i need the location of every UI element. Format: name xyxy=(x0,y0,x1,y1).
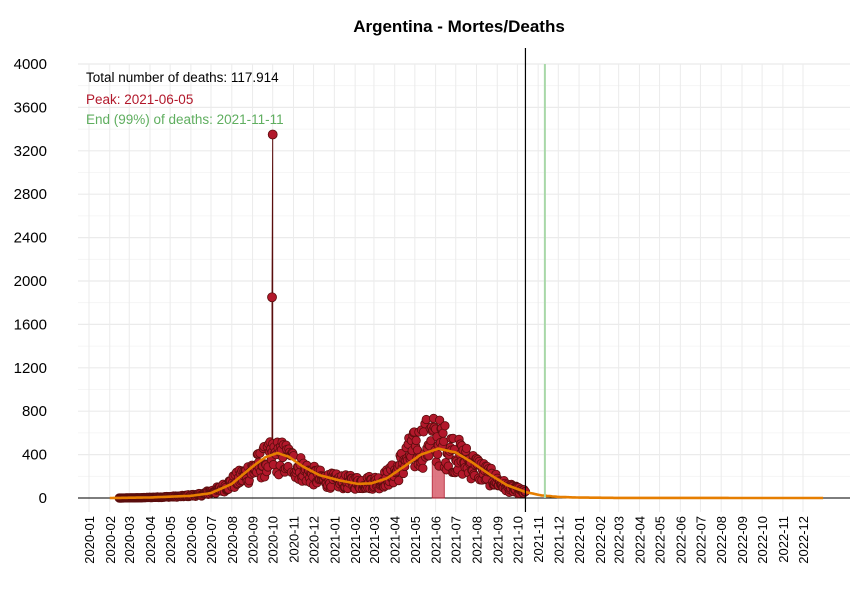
x-tick-label: 2020-03 xyxy=(122,516,137,564)
x-tick-label: 2021-09 xyxy=(490,516,505,564)
total-deaths-annotation: Total number of deaths: 117.914 xyxy=(86,70,279,85)
x-tick-label: 2020-05 xyxy=(163,516,178,564)
x-tick-label: 2021-01 xyxy=(327,516,342,564)
y-tick-label: 2800 xyxy=(14,186,47,203)
y-tick-label: 2000 xyxy=(14,273,47,290)
spike-point xyxy=(267,292,277,303)
x-tick-label: 2021-03 xyxy=(367,516,382,564)
y-tick-label: 800 xyxy=(22,403,47,420)
x-tick-label: 2021-10 xyxy=(510,516,525,564)
data-point xyxy=(418,463,428,473)
fit-curve xyxy=(109,447,824,500)
x-tick-label: 2022-02 xyxy=(593,516,608,564)
data-points xyxy=(114,129,531,503)
y-tick-label: 1600 xyxy=(14,316,47,333)
x-tick-label: 2022-12 xyxy=(796,516,811,564)
x-tick-label: 2020-12 xyxy=(307,516,322,564)
x-tick-label: 2020-09 xyxy=(246,516,261,564)
y-tick-label: 1200 xyxy=(14,360,47,377)
x-tick-label: 2021-04 xyxy=(388,516,403,564)
x-tick-label: 2021-07 xyxy=(449,516,464,564)
spike-point xyxy=(267,129,278,140)
x-axis-ticks: 2020-01 2020-02 2020-03 2020-04 2020-05 2020-… xyxy=(82,516,811,564)
y-tick-label: 3600 xyxy=(14,99,47,116)
x-tick-label: 2022-01 xyxy=(572,516,587,564)
data-point xyxy=(440,421,450,431)
x-tick-label: 2022-04 xyxy=(632,516,647,564)
x-tick-label: 2022-11 xyxy=(776,516,791,563)
x-tick-label: 2022-07 xyxy=(693,516,708,564)
y-tick-label: 400 xyxy=(22,447,47,464)
x-tick-label: 2022-09 xyxy=(735,516,750,564)
y-tick-label: 2400 xyxy=(14,230,47,247)
chart-title: Argentina - Mortes/Deaths xyxy=(353,17,565,36)
data-point xyxy=(461,443,472,453)
x-tick-label: 2021-11 xyxy=(531,516,546,563)
x-tick-label: 2021-08 xyxy=(470,516,485,564)
data-point xyxy=(394,475,404,486)
y-tick-label: 3200 xyxy=(14,143,47,160)
x-tick-label: 2021-12 xyxy=(551,516,566,564)
end-annotation: End (99%) of deaths: 2021-11-11 xyxy=(86,112,284,127)
x-tick-label: 2020-10 xyxy=(266,516,281,564)
x-tick-label: 2020-02 xyxy=(103,516,118,564)
peak-annotation: Peak: 2021-06-05 xyxy=(86,92,193,107)
y-tick-label: 4000 xyxy=(14,56,47,73)
x-tick-label: 2022-08 xyxy=(714,516,729,564)
x-tick-label: 2021-02 xyxy=(348,516,363,564)
x-tick-label: 2020-08 xyxy=(225,516,240,564)
x-tick-label: 2020-01 xyxy=(82,516,97,564)
data-point xyxy=(411,435,421,446)
x-tick-label: 2022-06 xyxy=(673,516,688,564)
x-tick-label: 2020-06 xyxy=(184,516,199,564)
x-tick-label: 2022-03 xyxy=(612,516,627,564)
x-tick-label: 2021-06 xyxy=(429,516,444,564)
y-axis-ticks: 0 400 800 1200 1600 2000 2400 2800 3200 3600 4000 xyxy=(14,56,47,507)
x-tick-label: 2020-11 xyxy=(286,516,301,563)
y-tick-label: 0 xyxy=(39,490,47,507)
overlay-layer xyxy=(109,48,824,512)
x-tick-label: 2021-05 xyxy=(408,516,423,564)
x-tick-label: 2022-05 xyxy=(653,516,668,564)
data-point xyxy=(433,449,443,459)
x-tick-label: 2020-07 xyxy=(204,516,219,564)
x-tick-label: 2020-04 xyxy=(143,516,158,564)
x-tick-label: 2022-10 xyxy=(755,516,770,564)
